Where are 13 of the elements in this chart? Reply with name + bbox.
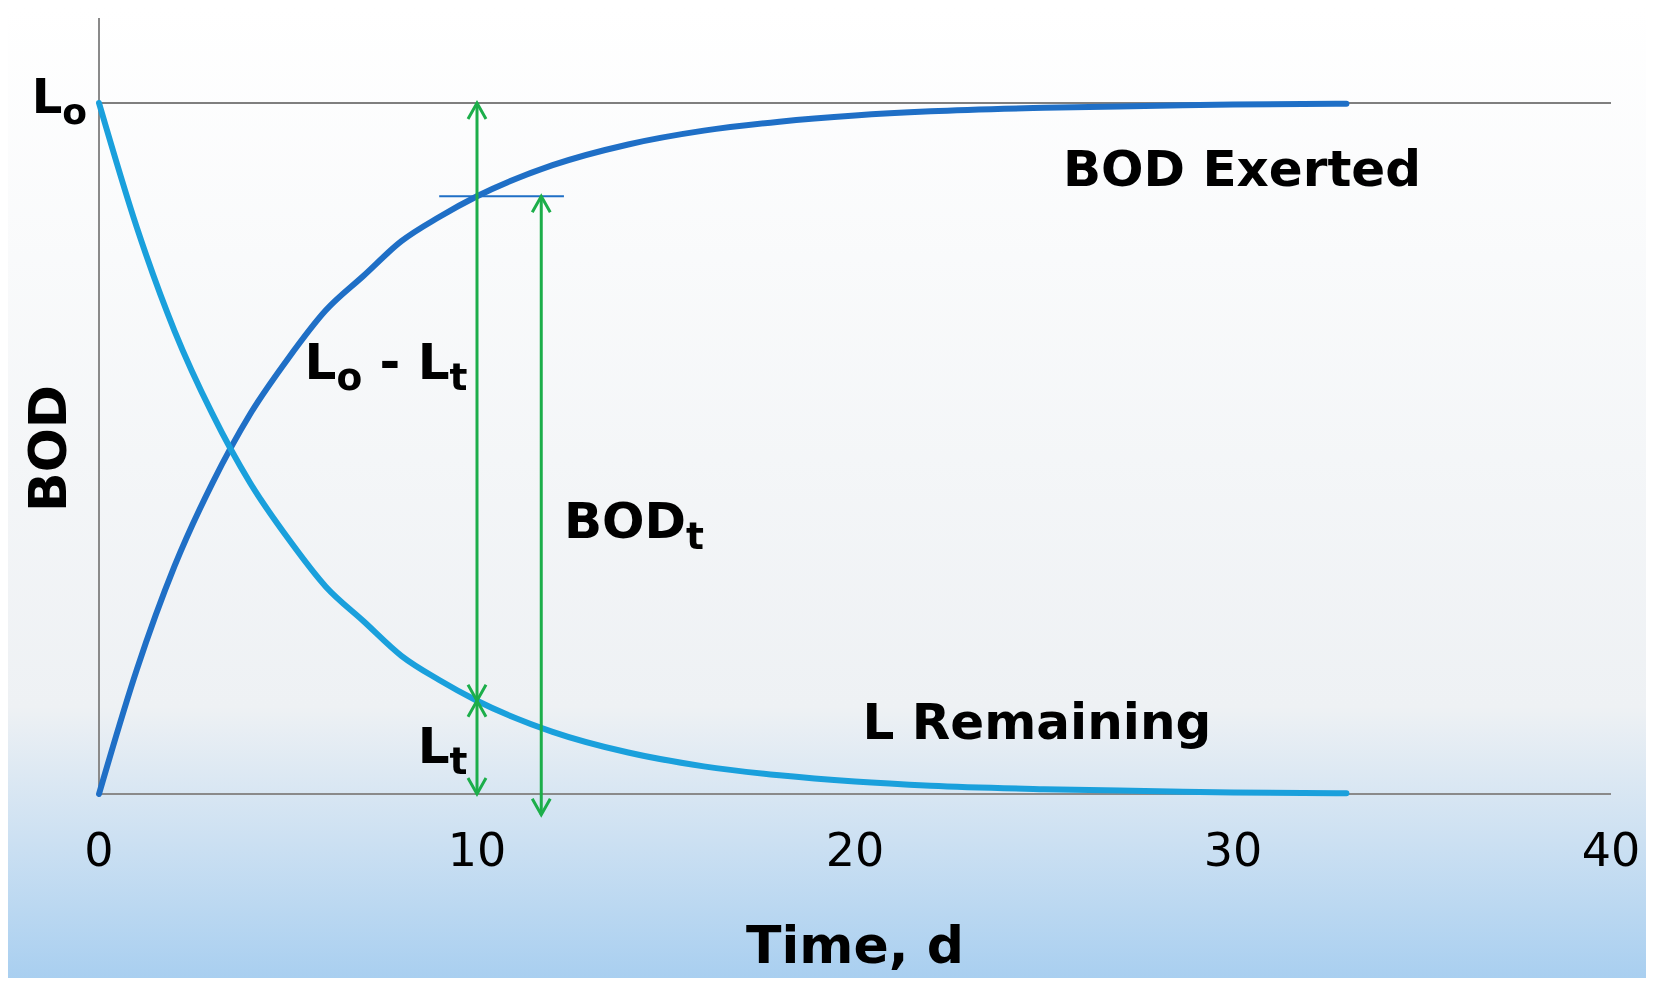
annotation: L$_{t}$ [417, 716, 468, 784]
ref-line-label: L$_{o}$ [31, 68, 87, 132]
x-tick-label: 30 [1203, 823, 1263, 877]
x-tick-label: 10 [447, 823, 507, 877]
series-label: L Remaining [862, 692, 1212, 751]
x-axis-title: Time, d [746, 915, 964, 975]
x-tick-label: 40 [1581, 823, 1641, 877]
y-axis-title: BOD [18, 384, 78, 513]
annotation: L$_{o}$ - L$_{t}$ [304, 333, 468, 400]
series-label: BOD Exerted [1062, 139, 1422, 198]
x-tick-label: 20 [825, 823, 885, 877]
x-tick-label: 0 [84, 823, 114, 877]
annotation: BOD$_{t}$ [563, 492, 705, 559]
